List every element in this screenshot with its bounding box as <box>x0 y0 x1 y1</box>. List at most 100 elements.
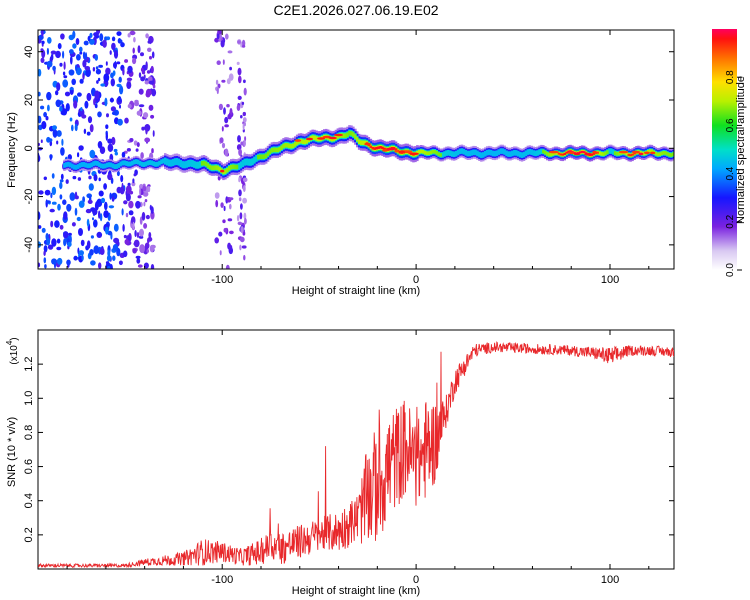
ridge-segment <box>164 157 167 165</box>
noise-blob <box>241 44 246 48</box>
ridge-segment <box>239 161 243 169</box>
spectrogram-ytick-label: -40 <box>23 237 35 253</box>
noise-blob <box>136 142 140 148</box>
noise-blob <box>128 210 134 216</box>
noise-blob <box>73 255 78 261</box>
noise-blob <box>65 179 69 184</box>
ridge-segment <box>292 143 295 148</box>
ridge-segment <box>431 149 435 154</box>
noise-blob <box>84 100 89 109</box>
ridge-segment <box>65 162 68 168</box>
noise-blob <box>139 216 143 225</box>
noise-blob <box>226 104 230 108</box>
noise-blob <box>216 60 221 65</box>
ridge-hotspot <box>317 137 326 140</box>
ridge-segment <box>427 151 431 155</box>
ridge-segment <box>166 158 169 166</box>
ridge-segment <box>197 161 200 169</box>
ridge-segment <box>580 150 584 153</box>
noise-blob <box>140 152 144 159</box>
noise-blob <box>110 72 114 79</box>
noise-blob <box>98 262 102 269</box>
ridge-segment <box>470 150 473 156</box>
ridge-segment <box>173 158 177 166</box>
ridge-segment <box>158 160 161 166</box>
spectrogram-ylabel: Frequency (Hz) <box>6 112 18 188</box>
noise-blob <box>116 31 122 36</box>
ridge-hotspot <box>382 149 389 152</box>
ridge-segment <box>460 148 464 154</box>
spectrogram-ytick-label: -20 <box>23 189 35 205</box>
noise-blob <box>41 227 46 233</box>
noise-blob <box>114 151 119 156</box>
snr-ylabel: SNR (10 * v/v) <box>6 417 18 487</box>
ridge-segment <box>454 150 458 157</box>
ridge-segment <box>167 159 171 167</box>
snr-xlabel: Height of straight line (km) <box>292 585 420 597</box>
noise-blob <box>41 40 45 45</box>
noise-blob <box>40 48 44 52</box>
ridge-segment <box>69 162 72 168</box>
ridge-segment <box>315 136 318 141</box>
noise-blob <box>143 201 146 207</box>
ridge-segment <box>133 159 136 165</box>
noise-blob <box>38 225 42 229</box>
noise-blob <box>105 67 111 76</box>
noise-blob <box>142 185 147 192</box>
noise-blob <box>51 258 57 265</box>
noise-blob <box>109 192 112 200</box>
noise-blob <box>220 40 225 48</box>
ridge-segment <box>544 150 547 155</box>
ridge-segment <box>127 161 130 167</box>
noise-blob <box>151 88 157 97</box>
noise-blob <box>216 87 219 95</box>
ridge-segment <box>80 162 84 167</box>
noise-blob <box>95 68 101 75</box>
ridge-segment <box>437 152 440 156</box>
ridge-segment <box>210 165 214 171</box>
noise-blob <box>119 104 121 109</box>
snr-ytick-label: 0.4 <box>23 493 35 508</box>
ridge-hotspot <box>220 169 225 173</box>
snr-ytick-label: 0.2 <box>23 527 35 542</box>
ridge-hotspot <box>394 149 400 153</box>
noise-blob <box>106 255 112 262</box>
ridge-segment <box>435 151 438 155</box>
noise-blob <box>238 177 241 183</box>
noise-blob <box>214 237 219 244</box>
noise-blob <box>56 140 59 145</box>
noise-blob <box>90 207 96 212</box>
ridge-segment <box>280 145 283 150</box>
noise-blob <box>97 141 103 149</box>
noise-blob <box>82 51 86 60</box>
ridge-hotspot <box>294 139 302 142</box>
noise-blob <box>138 88 144 95</box>
ridge-segment <box>633 152 636 155</box>
noise-blob <box>133 239 140 248</box>
noise-blob <box>227 242 232 250</box>
noise-blob <box>62 231 69 239</box>
noise-blob <box>51 201 57 205</box>
noise-blob <box>40 57 45 63</box>
noise-blob <box>227 218 233 222</box>
noise-blob <box>94 201 99 211</box>
noise-blob <box>86 208 90 213</box>
ridge-segment <box>528 148 532 155</box>
noise-blob <box>237 40 241 44</box>
noise-blob <box>77 92 82 97</box>
ridge-segment <box>175 158 179 165</box>
noise-blob <box>145 214 150 220</box>
noise-blob <box>44 264 47 269</box>
ridge-segment <box>515 150 518 156</box>
snr-axes: -100 0 100 0.2 0.4 0.6 0.8 1.0 1.2 <box>23 330 674 586</box>
noise-blob <box>50 50 57 55</box>
noise-blob <box>103 183 107 190</box>
ridge-segment <box>429 150 433 155</box>
noise-blob <box>137 45 141 54</box>
noise-blob <box>106 36 111 41</box>
noise-blob <box>43 176 47 181</box>
ridge-segment <box>361 140 365 145</box>
ridge-segment <box>563 152 566 155</box>
ridge-segment <box>185 160 188 168</box>
noise-blob <box>51 186 57 196</box>
